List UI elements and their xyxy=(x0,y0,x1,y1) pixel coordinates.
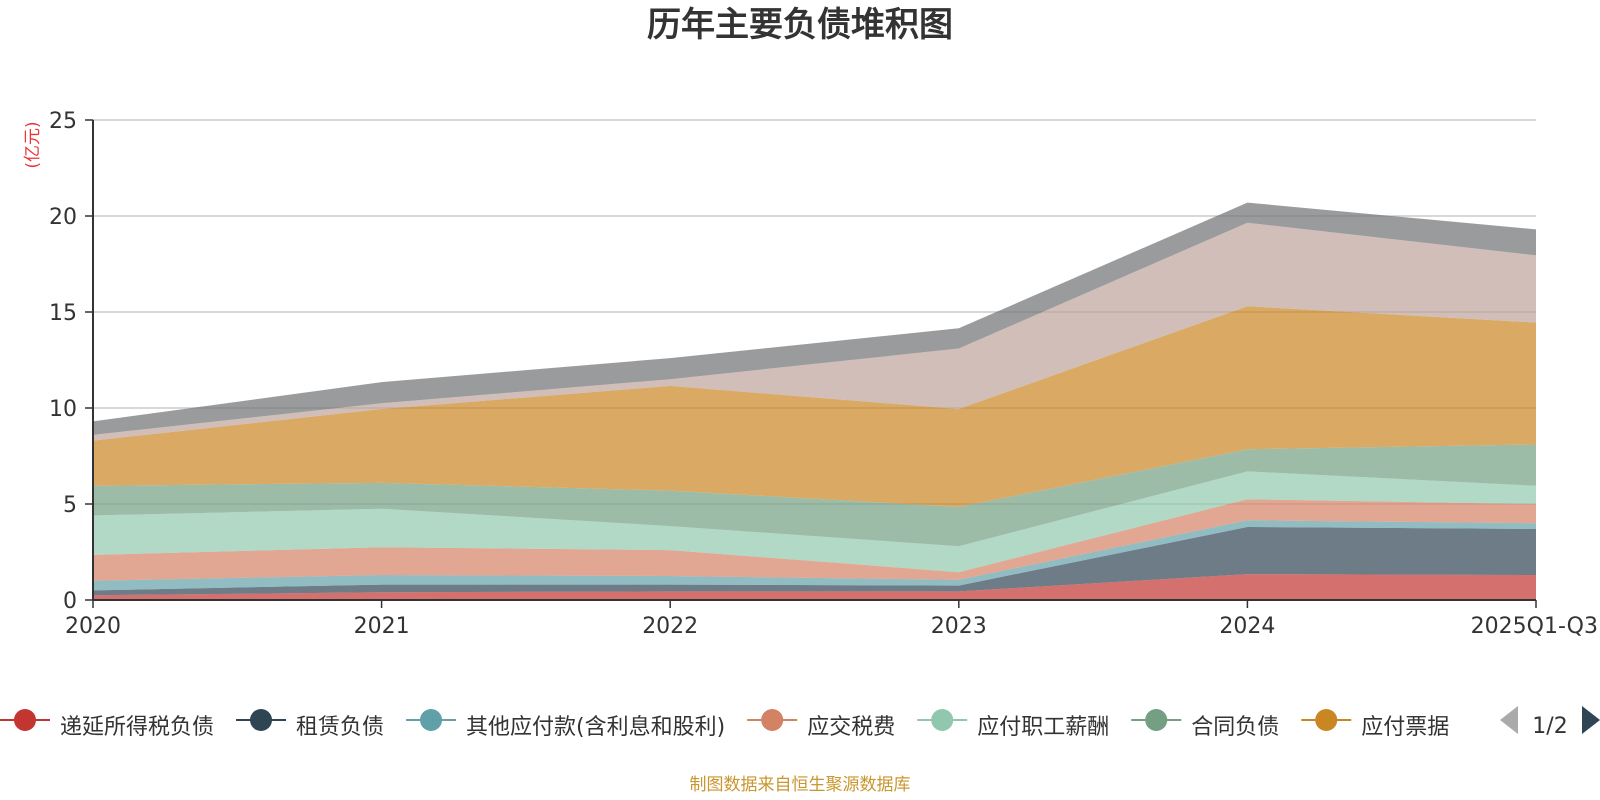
legend-label: 应交税费 xyxy=(807,715,895,740)
legend-label: 应付职工薪酬 xyxy=(977,715,1109,740)
legend-item-0[interactable]: 递延所得税负债 xyxy=(0,709,214,740)
area-series-7[interactable] xyxy=(93,222,1536,441)
legend-marker-icon xyxy=(931,709,954,731)
y-tick-label: 20 xyxy=(49,205,77,230)
legend-label: 合同负债 xyxy=(1191,715,1279,740)
area-series-6[interactable] xyxy=(93,306,1536,507)
legend-item-5[interactable]: 合同负债 xyxy=(1131,709,1279,740)
x-tick-label: 2020 xyxy=(65,614,121,639)
legend-label: 应付票据 xyxy=(1361,715,1449,740)
legend-item-3[interactable]: 应交税费 xyxy=(747,709,895,740)
chart-title: 历年主要负债堆积图 xyxy=(647,5,953,45)
x-tick-label: 2024 xyxy=(1219,614,1275,639)
legend-marker-icon xyxy=(420,709,443,731)
legend-item-6[interactable]: 应付票据 xyxy=(1301,709,1449,740)
legend-marker-icon xyxy=(1315,709,1338,731)
legend-marker-icon xyxy=(14,709,36,731)
area-series-4[interactable] xyxy=(93,471,1536,573)
legend-item-2[interactable]: 其他应付款(含利息和股利) xyxy=(406,709,725,740)
legend-pager: 1/2 xyxy=(1500,706,1600,739)
y-tick-label: 0 xyxy=(63,589,77,614)
legend-item-4[interactable]: 应付职工薪酬 xyxy=(917,709,1109,740)
area-series-1[interactable] xyxy=(93,527,1536,596)
axes: 0 5 10 15 20 25 2020 2021 2022 2023 2024 2025Q1-Q3 xyxy=(49,109,1598,639)
x-tick-label: 2025Q1-Q3 xyxy=(1471,614,1598,639)
legend-marker-icon xyxy=(1145,709,1168,731)
legend-label: 其他应付款(含利息和股利) xyxy=(466,715,725,740)
legend-label: 递延所得税负债 xyxy=(60,715,214,740)
stacked-areas xyxy=(93,202,1536,600)
legend-next-arrow-icon[interactable] xyxy=(1582,706,1600,734)
y-axis-unit: (亿元) xyxy=(23,121,43,168)
area-series-2[interactable] xyxy=(93,520,1536,591)
legend-marker-icon xyxy=(761,709,784,731)
x-tick-label: 2021 xyxy=(354,614,410,639)
legend: 递延所得税负债 租赁负债 其他应付款(含利息和股利) 应交税费 应付职工薪酬 合同负债 应付… xyxy=(0,709,1449,740)
x-tick-label: 2023 xyxy=(931,614,987,639)
y-tick-label: 15 xyxy=(49,301,77,326)
legend-marker-icon xyxy=(250,709,273,731)
area-series-5[interactable] xyxy=(93,444,1536,547)
x-tick-label: 2022 xyxy=(642,614,698,639)
source-note: 制图数据来自恒生聚源数据库 xyxy=(690,775,911,795)
area-series-0[interactable] xyxy=(93,574,1536,600)
legend-page-indicator: 1/2 xyxy=(1532,714,1567,739)
y-tick-label: 5 xyxy=(63,493,77,518)
legend-item-1[interactable]: 租赁负债 xyxy=(236,709,384,740)
area-series-8[interactable] xyxy=(93,202,1536,435)
y-tick-label: 25 xyxy=(49,109,77,134)
legend-prev-arrow-icon[interactable] xyxy=(1500,706,1518,734)
area-series-3[interactable] xyxy=(93,499,1536,581)
y-tick-label: 10 xyxy=(49,397,77,422)
legend-label: 租赁负债 xyxy=(296,715,384,740)
